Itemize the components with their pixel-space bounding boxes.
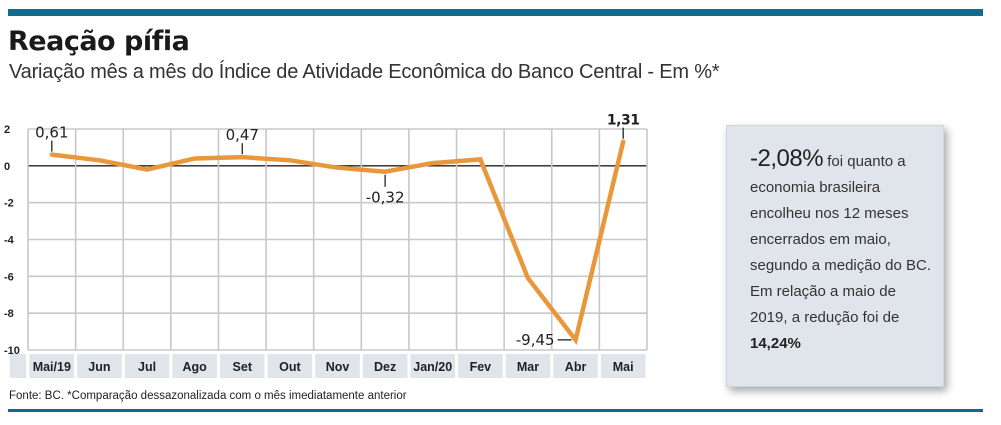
x-tick-label: Jul	[138, 360, 156, 374]
top-rule	[8, 9, 983, 16]
y-tick-label: -2	[4, 198, 14, 210]
callout-highlight: -2,08%	[750, 145, 824, 172]
x-axis-labels: Mai/19 Jun Jul Ago Set Out Nov Dez Jan/20 Fev Mar A…	[10, 354, 646, 378]
x-label-cell	[458, 354, 503, 378]
callout-box: -2,08% foi quanto a economia brasileira …	[726, 125, 944, 387]
bottom-rule	[8, 409, 983, 412]
x-label-cell	[124, 354, 170, 378]
x-label-cell	[172, 354, 217, 378]
callout-text: -2,08% foi quanto a economia brasileira …	[750, 146, 935, 357]
y-tick-label: -6	[4, 271, 14, 283]
x-label-cell	[10, 354, 26, 378]
series-line	[49, 139, 626, 345]
callout-body: foi quanto a economia brasileira encolhe…	[750, 153, 931, 326]
chart-title: Reação pífia	[8, 26, 190, 57]
x-tick-label: Set	[233, 360, 253, 374]
line-chart: Mai/19 Jun Jul Ago Set Out Nov Dez Jan/20 Fev Mar A…	[4, 113, 648, 378]
x-label-cell	[315, 354, 360, 378]
x-label-cell	[219, 354, 265, 378]
y-tick-label: 0	[4, 161, 10, 173]
callout-bold-value: 14,24%	[750, 335, 801, 352]
x-tick-label: Out	[279, 360, 301, 374]
x-tick-label: Jan/20	[413, 360, 452, 374]
x-tick-label: Nov	[326, 360, 350, 374]
y-tick-label: 2	[4, 124, 10, 136]
x-label-cell	[29, 354, 75, 378]
x-tick-label: Mar	[517, 360, 539, 374]
x-label-cell	[77, 354, 122, 378]
x-tick-label: Fev	[470, 360, 492, 374]
y-tick-label: -4	[4, 235, 15, 247]
x-tick-label: Ago	[182, 360, 207, 374]
x-label-cell	[600, 354, 646, 378]
source-note: Fonte: BC. *Comparação dessazonalizada c…	[9, 390, 407, 402]
y-tick-label: -10	[4, 345, 20, 357]
x-label-cell	[410, 354, 456, 378]
data-label: 0,47	[226, 126, 259, 144]
data-label: -0,32	[366, 189, 405, 207]
x-label-cell	[362, 354, 408, 378]
x-label-cell	[267, 354, 313, 378]
x-tick-label: Abr	[565, 360, 587, 374]
x-tick-label: Mai	[613, 360, 634, 374]
y-tick-label: -8	[4, 308, 14, 320]
y-axis-labels: 2 0 -2 -4 -6 -8 -10	[4, 124, 20, 357]
x-tick-label: Dez	[374, 360, 396, 374]
x-label-cell	[553, 354, 598, 378]
annotations: 0,61 0,47 -0,32 -9,45 1,31	[35, 113, 640, 349]
data-label: 0,61	[35, 124, 68, 142]
chart-subtitle: Variação mês a mês do Índice de Atividad…	[9, 61, 720, 83]
series-line-path	[49, 139, 626, 345]
data-label: 1,31	[607, 113, 640, 129]
x-tick-label: Mai/19	[33, 360, 71, 374]
data-label: -9,45	[516, 331, 555, 349]
x-tick-label: Jun	[88, 360, 110, 374]
grid	[27, 128, 648, 351]
x-label-cell	[505, 354, 551, 378]
